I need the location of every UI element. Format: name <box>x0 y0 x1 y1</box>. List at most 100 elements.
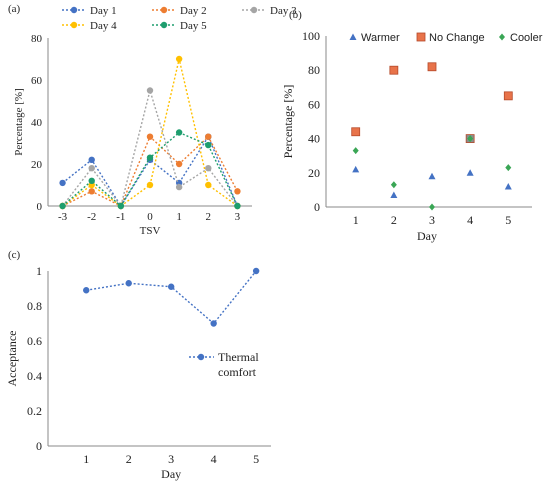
panel-b-x-tick-label: 2 <box>391 213 397 227</box>
panel-b-x-tick-label: 3 <box>429 213 435 227</box>
panel-c-y-tick-label: 0.4 <box>27 369 42 383</box>
panel-a-x-tick-label: -3 <box>58 211 68 223</box>
panel-c-legend-label: comfort <box>218 365 257 379</box>
panel-a-label: (a) <box>8 3 21 15</box>
panel-c-data-point <box>252 267 260 275</box>
panel-a-data-point <box>146 154 154 161</box>
panel-c-legend-marker <box>197 353 205 361</box>
panel-a-x-tick-label: -1 <box>116 211 125 223</box>
panel-a-legend-label: Day 4 <box>90 20 117 32</box>
panel-a-series-line <box>62 135 239 207</box>
panel-a-data-point <box>205 141 212 149</box>
panel-c-label: (c) <box>8 249 21 261</box>
panel-c-x-axis-label: Day <box>161 467 181 481</box>
panel-b-y-tick-label: 60 <box>308 97 320 111</box>
panel-b-x-tick-label: 5 <box>505 213 511 227</box>
panel-b-legend-label: Cooler <box>510 32 543 44</box>
panel-a-y-tick-label: 20 <box>31 159 43 171</box>
panel-b-data-point <box>389 65 399 75</box>
panel-a-data-point <box>88 165 95 172</box>
panel-a-x-tick-label: -2 <box>87 211 96 223</box>
panel-c-data-point <box>167 283 175 290</box>
panel-a-data-point <box>175 183 183 191</box>
panel-a-legend-label: Day 2 <box>180 5 207 17</box>
panel-b-data-point <box>467 135 474 143</box>
panel-a-data-point <box>88 188 95 195</box>
panel-b-data-point <box>503 91 513 101</box>
panel-a-y-tick-label: 0 <box>37 201 43 213</box>
panel-c-y-tick-label: 0.6 <box>27 334 42 348</box>
panel-a-y-tick-label: 60 <box>31 75 43 87</box>
panel-a-data-point <box>205 181 212 189</box>
panel-c-y-tick-label: 1 <box>36 264 42 278</box>
panel-c-y-tick-label: 0 <box>36 439 42 453</box>
panel-a-data-point <box>88 177 95 184</box>
panel-c-series-line <box>86 270 257 325</box>
panel-a-x-tick-label: 2 <box>206 211 212 223</box>
panel-a-x-tick-label: 3 <box>235 211 241 223</box>
panel-b-label: (b) <box>289 9 302 21</box>
panel-a-y-axis-label: Percentage [%] <box>13 88 25 156</box>
panel-c-y-tick-label: 0.8 <box>27 299 42 313</box>
panel-a-legend-label: Day 3 <box>270 5 297 17</box>
panel-a-data-point <box>59 179 66 187</box>
panel-a-legend-marker <box>160 6 168 14</box>
panel-b-data-point <box>351 127 361 137</box>
panel-b-y-tick-label: 40 <box>308 132 320 146</box>
panel-a-legend-label: Day 5 <box>180 20 207 32</box>
panel-a-x-tick-label: 0 <box>147 211 153 223</box>
panel-b-data-point <box>505 164 512 172</box>
panel-a-data-point <box>205 165 212 172</box>
panel-a-series-line <box>62 87 238 208</box>
panel-c-x-tick-label: 5 <box>253 452 259 466</box>
panel-c-data-point <box>210 320 217 327</box>
panel-a-x-tick-label: 1 <box>176 211 182 223</box>
panel-a-legend-marker <box>160 21 168 29</box>
panel-a-legend-label: Day 1 <box>90 5 117 17</box>
panel-b-legend-marker <box>416 32 426 42</box>
panel-c-y-tick-label: 0.2 <box>27 404 42 418</box>
panel-b-y-tick-label: 20 <box>308 166 320 180</box>
panel-b-data-point <box>352 147 359 155</box>
panel-c-data-point <box>125 280 132 287</box>
panel-a-data-point <box>234 202 241 210</box>
panel-b-legend-label: Warmer <box>361 32 400 44</box>
panel-b-legend-label: No Change <box>429 32 485 44</box>
panel-a-legend-marker <box>70 21 78 29</box>
panel-c-legend-label: Thermal <box>218 350 259 364</box>
panel-b-legend-marker <box>499 33 505 41</box>
panel-a-data-point <box>205 133 212 140</box>
panel-a-y-tick-label: 40 <box>31 117 43 129</box>
panel-a-y-tick-label: 80 <box>31 33 43 45</box>
panel-b-y-tick-label: 0 <box>314 200 320 214</box>
panel-a-legend-marker <box>250 6 258 14</box>
panel-a-data-point <box>88 156 95 163</box>
panel-b-data-point <box>427 62 437 72</box>
panel-b-y-axis-label: Percentage [%] <box>281 85 295 159</box>
panel-b-data-point <box>504 182 512 190</box>
panel-c-y-axis-label: Acceptance <box>5 331 19 387</box>
panel-a-data-point <box>146 133 154 140</box>
panel-b-data-point <box>352 165 360 173</box>
panel-c-x-tick-label: 3 <box>168 452 174 466</box>
panel-b-data-point <box>390 181 397 189</box>
panel-a-data-point <box>59 202 66 210</box>
panel-c-x-tick-label: 4 <box>211 452 217 466</box>
panel-c-x-tick-label: 1 <box>83 452 89 466</box>
panel-c-x-tick-label: 2 <box>126 452 132 466</box>
panel-a-data-point <box>175 129 183 136</box>
panel-a-data-point <box>175 160 183 168</box>
panel-a-data-point <box>117 202 125 210</box>
panel-c-data-point <box>83 287 90 294</box>
panel-b-y-tick-label: 80 <box>308 63 320 77</box>
panel-b-x-axis-label: Day <box>417 229 437 243</box>
panel-a-legend-marker <box>70 6 78 14</box>
panel-b-x-tick-label: 4 <box>467 213 473 227</box>
panel-b-data-point <box>428 172 436 180</box>
panel-b-legend-marker <box>349 33 357 40</box>
panel-a-x-axis-label: TSV <box>140 225 161 237</box>
panel-b-data-point <box>390 191 398 199</box>
panel-b-x-tick-label: 1 <box>353 213 359 227</box>
panel-a-data-point <box>175 55 183 63</box>
